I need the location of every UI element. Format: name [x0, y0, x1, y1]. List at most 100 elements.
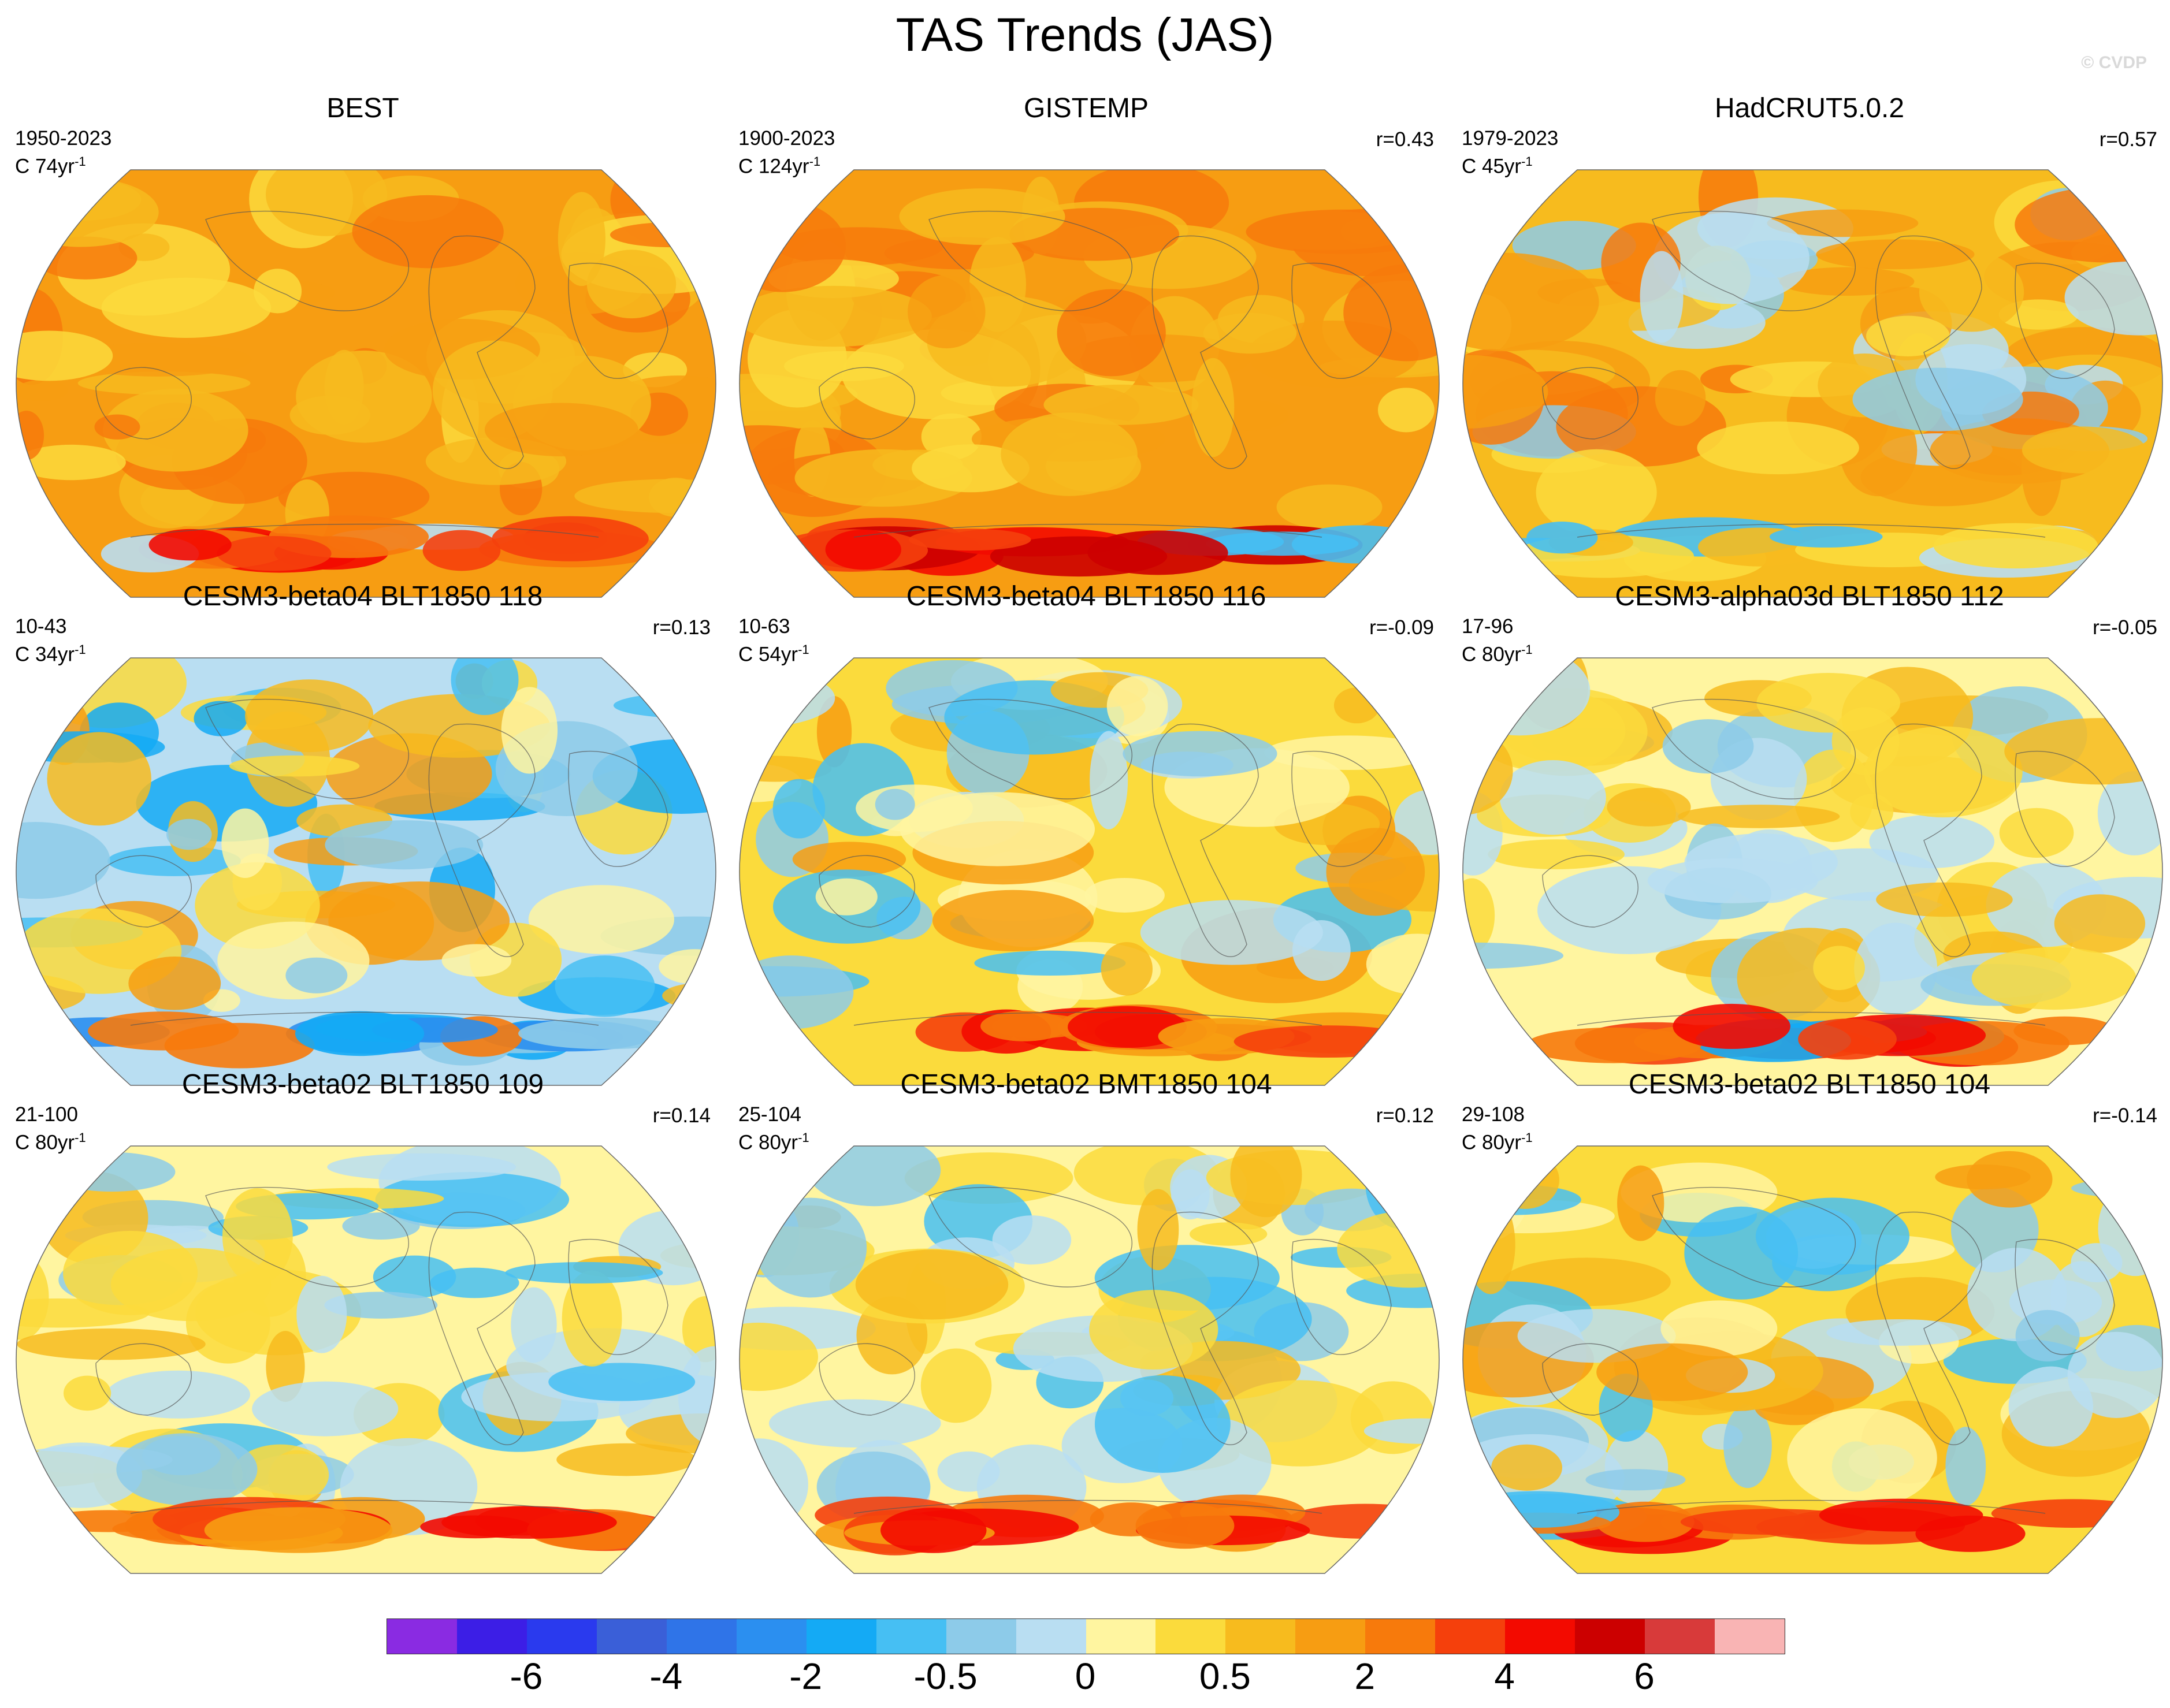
- trend-region: [1854, 922, 1938, 1014]
- trend-units-text: C 80yr: [1462, 643, 1522, 666]
- trend-units-text: C 80yr: [15, 1131, 75, 1154]
- trend-region: [639, 658, 716, 703]
- panel-period: 29-108 C 80yr-1: [1462, 1103, 1533, 1155]
- trend-units: C 80yr-1: [1462, 1126, 1533, 1155]
- trend-region: [1655, 370, 1706, 426]
- trend-region: [1604, 1430, 1669, 1505]
- southern-ocean-trend: [1135, 1502, 1235, 1549]
- coastline: [130, 1499, 599, 1514]
- trend-region: [1246, 209, 1439, 254]
- map-2: [1462, 169, 2163, 598]
- trend-region: [63, 1375, 112, 1411]
- trend-region: [217, 921, 370, 1000]
- trend-region: [1276, 484, 1383, 530]
- trend-region: [1488, 839, 1625, 869]
- trend-region: [1813, 946, 1865, 991]
- trend-region: [1826, 1319, 1972, 1346]
- coastline: [1577, 1011, 2046, 1026]
- trend-region: [16, 380, 68, 401]
- trend-units-text: C 80yr: [1462, 1131, 1522, 1154]
- map-3: [16, 657, 716, 1086]
- panel-period: 10-43 C 34yr-1: [15, 615, 86, 667]
- southern-ocean-trend: [1291, 525, 1427, 564]
- map-border: [16, 657, 716, 1086]
- map-border: [16, 169, 716, 598]
- trend-region: [1366, 933, 1439, 995]
- southern-ocean-trend: [1769, 526, 1883, 548]
- trend-region: [932, 890, 1094, 952]
- southern-ocean-trend: [1819, 1498, 1983, 1532]
- colorbar-cell: [387, 1619, 457, 1654]
- southern-ocean-trend: [880, 1508, 987, 1553]
- trend-units: C 34yr-1: [15, 638, 86, 667]
- trend-region: [2064, 260, 2162, 336]
- trend-region: [2054, 894, 2146, 953]
- map-panel: BEST 1950-2023 C 74yr-1: [5, 92, 721, 598]
- panel-period: 21-100 C 80yr-1: [15, 1103, 86, 1155]
- trend-region: [1660, 1300, 1778, 1357]
- coastline: [1291, 1239, 1392, 1355]
- trend-region: [1876, 882, 2013, 917]
- period-years: 1979-2023: [1462, 127, 1559, 150]
- colorbar-cell: [596, 1619, 667, 1654]
- panel-title: CESM3-beta04 BLT1850 118: [183, 581, 543, 612]
- coastline: [205, 698, 409, 799]
- trend-units-exponent: -1: [1521, 1130, 1533, 1145]
- trend-region: [501, 687, 558, 774]
- colorbar-cell: [1505, 1619, 1576, 1654]
- trend-region: [285, 957, 348, 993]
- map-field: [740, 658, 1439, 1085]
- pattern-correlation: r=-0.09: [1369, 616, 1434, 639]
- trend-region: [324, 1292, 438, 1319]
- trend-region: [1363, 658, 1439, 715]
- trend-region: [1123, 731, 1277, 777]
- trend-region: [899, 188, 1065, 245]
- southern-ocean-trend: [1233, 1025, 1421, 1058]
- map-border: [1462, 169, 2163, 598]
- pattern-correlation: r=-0.05: [2093, 616, 2157, 639]
- trend-region: [221, 808, 269, 878]
- trend-region: [1463, 252, 1599, 352]
- trend-region: [677, 658, 716, 717]
- map-4: [739, 657, 1440, 1086]
- southern-ocean-trend: [441, 1506, 617, 1539]
- trend-region: [682, 1296, 716, 1363]
- colorbar-tick-label: 2: [1354, 1655, 1376, 1697]
- trend-region: [1190, 1222, 1268, 1246]
- trend-region: [556, 1443, 697, 1476]
- southern-ocean-trend: [518, 1017, 693, 1050]
- trend-region: [1171, 1169, 1210, 1220]
- trend-region: [1333, 687, 1380, 724]
- trend-region: [855, 1249, 1009, 1320]
- pattern-correlation: r=0.12: [1376, 1104, 1434, 1127]
- trend-region: [252, 1381, 399, 1437]
- map-border: [739, 657, 1440, 1086]
- map-field: [1463, 170, 2162, 597]
- southern-ocean-trend: [204, 1507, 393, 1553]
- trend-region: [289, 396, 371, 435]
- southern-ocean-trend: [492, 516, 649, 561]
- southern-ocean-trend: [1798, 1018, 1897, 1060]
- trend-region: [166, 818, 212, 850]
- map-border: [1462, 657, 2163, 1086]
- coastline: [1577, 1499, 2046, 1514]
- trend-region: [908, 275, 986, 349]
- trend-region: [94, 414, 140, 440]
- southern-ocean-trend: [1526, 522, 1598, 554]
- colorbar-cell: [526, 1619, 597, 1654]
- trend-region: [1203, 312, 1297, 354]
- southern-ocean-trend: [825, 529, 901, 570]
- trend-region: [232, 1444, 329, 1506]
- panel-title: CESM3-beta02 BLT1850 109: [181, 1069, 544, 1100]
- map-panel: CESM3-alpha03d BLT1850 112 17-96 C 80yr-1 r…: [1451, 581, 2168, 1086]
- trend-units-exponent: -1: [75, 642, 86, 657]
- period-years: 10-63: [738, 615, 790, 638]
- trend-units-exponent: -1: [75, 154, 86, 169]
- southern-ocean-trend: [422, 530, 501, 571]
- trend-region: [1491, 1444, 1562, 1491]
- period-years: 25-104: [738, 1103, 801, 1126]
- coastline: [853, 1011, 1322, 1026]
- trend-region: [1140, 900, 1323, 965]
- trend-units-text: C 45yr: [1462, 155, 1522, 178]
- southern-ocean-trend: [148, 529, 232, 561]
